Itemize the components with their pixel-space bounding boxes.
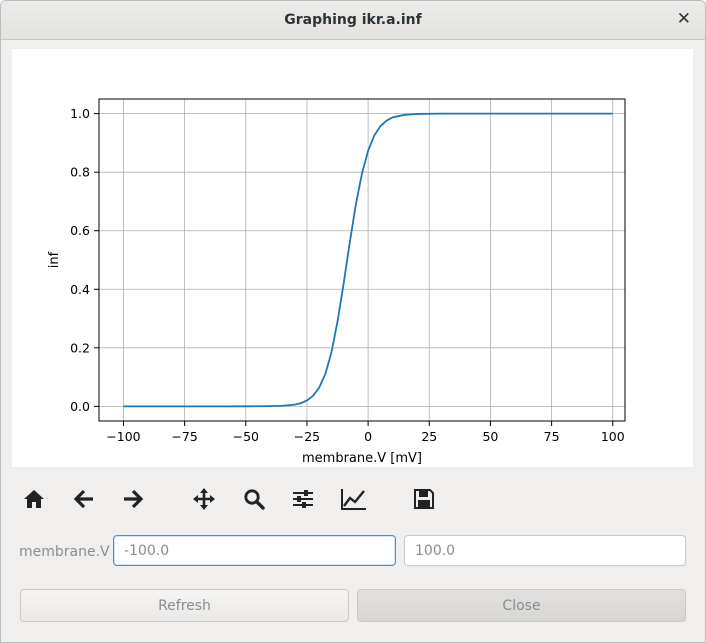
- x-tick-label: 75: [544, 429, 560, 444]
- y-tick-label: 0.4: [70, 282, 90, 297]
- plot-canvas[interactable]: −100 −75 −50 −25 0 25 50 75 100 0.0 0.2 0.4 0.6 0.8 1.…: [12, 49, 693, 467]
- x-tick-label: 25: [421, 429, 437, 444]
- x-tick-label: −25: [294, 429, 320, 444]
- x-tick-label: −100: [106, 429, 140, 444]
- save-icon: [414, 489, 434, 509]
- configure-subplots-icon: [293, 490, 313, 508]
- y-tick-label: 0.2: [70, 340, 90, 355]
- plot-toolbar: [12, 479, 693, 519]
- line-chart: −100 −75 −50 −25 0 25 50 75 100 0.0 0.2 0.4 0.6 0.8 1.…: [47, 98, 626, 466]
- range-max-input[interactable]: [404, 535, 686, 566]
- zoom-icon: [244, 489, 265, 510]
- x-tick-label: 50: [482, 429, 498, 444]
- x-axis-label: membrane.V [mV]: [302, 451, 422, 466]
- x-tick-label: 0: [364, 429, 372, 444]
- title-bar[interactable]: Graphing ikr.a.inf ✕: [1, 1, 705, 40]
- y-axis-label: inf: [47, 251, 62, 268]
- y-tick-label: 0.0: [70, 399, 90, 414]
- back-button[interactable]: [64, 479, 104, 519]
- window-close-icon[interactable]: ✕: [676, 9, 691, 29]
- x-tick-label: −50: [233, 429, 259, 444]
- home-icon: [24, 490, 44, 508]
- edit-axis-icon: [341, 489, 366, 510]
- save-button[interactable]: [404, 479, 444, 519]
- y-tick-label: 0.6: [70, 223, 90, 238]
- window-title: Graphing ikr.a.inf: [284, 12, 422, 28]
- plot-background: [99, 99, 625, 421]
- range-row: membrane.V: [1, 535, 705, 571]
- y-tick-label: 1.0: [70, 106, 90, 121]
- range-label: membrane.V: [19, 544, 110, 560]
- zoom-button[interactable]: [234, 479, 274, 519]
- y-tick-label: 0.8: [70, 165, 90, 180]
- back-icon: [73, 489, 93, 509]
- x-tick-label: −75: [171, 429, 197, 444]
- pan-button[interactable]: [184, 479, 224, 519]
- edit-axis-button[interactable]: [334, 479, 374, 519]
- forward-button[interactable]: [113, 479, 153, 519]
- series-line: [123, 112, 613, 408]
- range-min-input[interactable]: [113, 535, 396, 566]
- close-button[interactable]: Close: [357, 589, 686, 622]
- x-tick-label: 100: [601, 429, 625, 444]
- home-button[interactable]: [14, 479, 54, 519]
- configure-subplots-button[interactable]: [283, 479, 323, 519]
- forward-icon: [124, 489, 144, 509]
- plot-frame: [98, 98, 626, 422]
- refresh-button[interactable]: Refresh: [20, 589, 349, 622]
- pan-icon: [193, 488, 215, 510]
